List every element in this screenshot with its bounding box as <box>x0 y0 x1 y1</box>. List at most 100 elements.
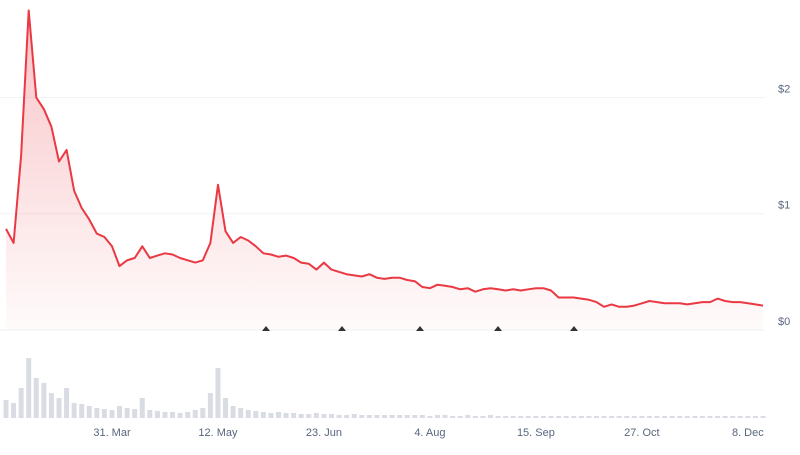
volume-bar <box>253 411 259 418</box>
volume-bar <box>359 415 365 418</box>
volume-bar <box>336 415 342 418</box>
volume-bar <box>18 388 24 418</box>
volume-bar <box>465 415 471 418</box>
volume-bar <box>3 400 9 418</box>
volume-bar <box>79 404 85 418</box>
area <box>6 10 763 330</box>
volume-bar <box>71 403 77 418</box>
volume-bar <box>692 416 698 418</box>
volume-bar <box>374 415 380 418</box>
volume-bar <box>238 408 244 418</box>
volume-bar <box>139 398 145 418</box>
volume-bar <box>329 414 335 418</box>
volume-bar <box>276 412 282 418</box>
volume-bar <box>662 416 668 418</box>
event-marker <box>494 326 502 331</box>
volume-bar <box>268 413 274 418</box>
volume-bar <box>200 408 206 418</box>
volume-bar <box>109 410 115 418</box>
volume-bar <box>306 414 312 418</box>
volume-bar <box>434 415 440 418</box>
volume-bar <box>283 413 289 418</box>
volume-bar <box>556 416 562 418</box>
volume-bar <box>722 416 728 418</box>
y-tick-label: $1 <box>778 200 790 212</box>
volume-bar <box>586 416 592 418</box>
x-tick-label: 27. Oct <box>624 427 659 439</box>
volume-bar <box>427 416 433 418</box>
volume-bar <box>525 416 531 418</box>
volume-bar <box>117 406 123 418</box>
volume-bar <box>351 414 357 418</box>
volume-bar <box>154 411 160 418</box>
plot: $0 $1 $2 31. Mar 12. May 23. Jun 4. Aug 15. Sep… <box>0 9 790 439</box>
volume-bar <box>510 416 516 418</box>
volume-bar <box>162 412 168 418</box>
volume-bar <box>540 416 546 418</box>
x-tick-label: 4. Aug <box>414 427 445 439</box>
volume-bar <box>609 416 615 418</box>
volume-bar <box>639 416 645 418</box>
event-marker <box>338 326 346 331</box>
volume-bar <box>578 416 584 418</box>
volume-bar <box>344 415 350 418</box>
volume-bar <box>563 416 569 418</box>
volume-bar <box>41 383 47 418</box>
volume-bar <box>101 409 107 418</box>
event-marker <box>416 326 424 331</box>
volume-bar <box>707 416 713 418</box>
volume-bar <box>699 416 705 418</box>
volume-bar <box>442 415 448 418</box>
volume-bar <box>132 409 138 418</box>
volume-bar <box>548 416 554 418</box>
volume-bar <box>457 416 463 418</box>
volume-bar <box>389 415 395 418</box>
volume-bar <box>215 368 221 418</box>
volume-bar <box>495 416 501 418</box>
volume-bar <box>170 412 176 418</box>
volume-bar <box>450 416 456 418</box>
volume-bar <box>56 398 62 418</box>
volume-bar <box>624 416 630 418</box>
volume-bar <box>601 416 607 418</box>
volume-bar <box>752 416 758 418</box>
volume-bar <box>94 408 100 418</box>
volume-bar <box>321 414 327 418</box>
volume-bar <box>616 416 622 418</box>
volume-bar <box>480 416 486 418</box>
volume-bar <box>419 415 425 418</box>
event-marker <box>262 326 270 331</box>
volume-bar <box>366 415 372 418</box>
volume-bar <box>737 416 743 418</box>
volume-bar <box>291 413 297 418</box>
volume-bar <box>654 416 660 418</box>
x-tick-label: 31. Mar <box>93 427 131 439</box>
event-markers <box>262 326 578 331</box>
volume-bar <box>593 416 599 418</box>
volume-bar <box>177 413 183 418</box>
volume-bar <box>571 416 577 418</box>
x-tick-label: 8. Dec <box>732 427 764 439</box>
price-line <box>5 9 764 308</box>
volume-bar <box>669 416 675 418</box>
volume-bar <box>487 415 493 418</box>
volume-bar <box>260 412 266 418</box>
y-tick-label: $2 <box>778 84 790 96</box>
volume-bar <box>33 378 39 418</box>
y-tick-label: $0 <box>778 316 790 328</box>
volume-bar <box>124 408 130 418</box>
x-tick-label: 12. May <box>198 427 238 439</box>
volume-bar <box>382 415 387 418</box>
event-marker <box>570 326 578 331</box>
volume-bar <box>147 410 153 418</box>
volume-bar <box>223 398 229 418</box>
volume-bar <box>245 410 251 418</box>
volume-bar <box>730 416 736 418</box>
volume-bar <box>715 416 721 418</box>
volume-bar <box>230 406 236 418</box>
volume-bar <box>760 416 766 418</box>
volume-bar <box>26 358 32 418</box>
volume-bar <box>503 416 509 418</box>
volume-bar <box>533 416 539 418</box>
